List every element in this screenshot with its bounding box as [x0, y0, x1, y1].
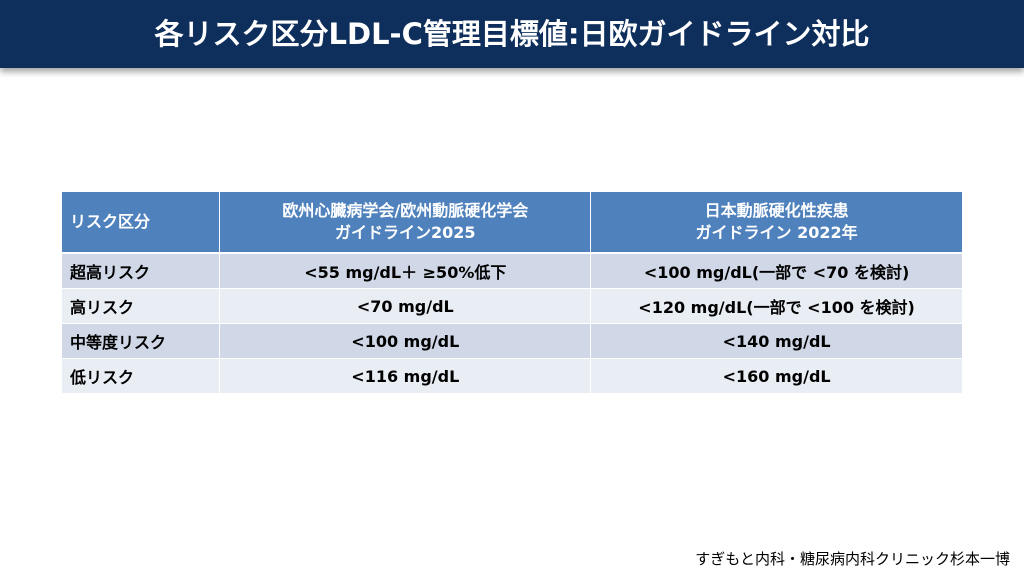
table-cell: <116 mg/dL [219, 358, 592, 394]
table-cell: 高リスク [62, 288, 221, 324]
table-cell: 低リスク [62, 358, 221, 394]
header-cell: 欧州心臓病学会/欧州動脈硬化学会 ガイドライン2025 [219, 192, 592, 254]
table-cell: <70 mg/dL [219, 288, 592, 324]
title: 各リスク区分LDL-C管理目標値:日欧ガイドライン対比 [154, 17, 870, 51]
table-row: 低リスク <116 mg/dL <160 mg/dL [62, 358, 963, 394]
header-line: 日本動脈硬化性疾患 [704, 201, 849, 220]
table-cell: <100 mg/dL [219, 323, 592, 359]
header-line: ガイドライン 2022年 [695, 223, 858, 242]
table-cell: <100 mg/dL(一部で <70 を検討) [590, 253, 963, 289]
header-cell: 日本動脈硬化性疾患 ガイドライン 2022年 [590, 192, 963, 254]
header-row: リスク区分 欧州心臓病学会/欧州動脈硬化学会 ガイドライン2025 日本動脈硬化性疾患… [62, 192, 963, 254]
header-cell: リスク区分 [62, 192, 221, 254]
table-body: 超高リスク <55 mg/dL＋ ≥50%低下 <100 mg/dL(一部で <70… [62, 253, 963, 394]
table-cell: <160 mg/dL [590, 358, 963, 394]
table-cell: <120 mg/dL(一部で <100 を検討) [590, 288, 963, 324]
comparison-table: リスク区分 欧州心臓病学会/欧州動脈硬化学会 ガイドライン2025 日本動脈硬化性疾患… [62, 192, 963, 394]
table-cell: <140 mg/dL [590, 323, 963, 359]
table-row: 高リスク <70 mg/dL <120 mg/dL(一部で <100 を検討) [62, 288, 963, 324]
title-bar [0, 0, 1024, 68]
table-cell: 中等度リスク [62, 323, 221, 359]
credit: すぎもと内科・糖尿病内科クリニック杉本一博 [695, 550, 1010, 568]
table-cell: 超高リスク [62, 253, 221, 289]
table-row: 超高リスク <55 mg/dL＋ ≥50%低下 <100 mg/dL(一部で <70… [62, 253, 963, 289]
table-row: 中等度リスク <100 mg/dL <140 mg/dL [62, 323, 963, 359]
table-cell: <55 mg/dL＋ ≥50%低下 [219, 253, 592, 289]
header-line: 欧州心臓病学会/欧州動脈硬化学会 [282, 201, 529, 220]
header-line: ガイドライン2025 [335, 223, 476, 242]
header-line: リスク区分 [70, 212, 151, 231]
